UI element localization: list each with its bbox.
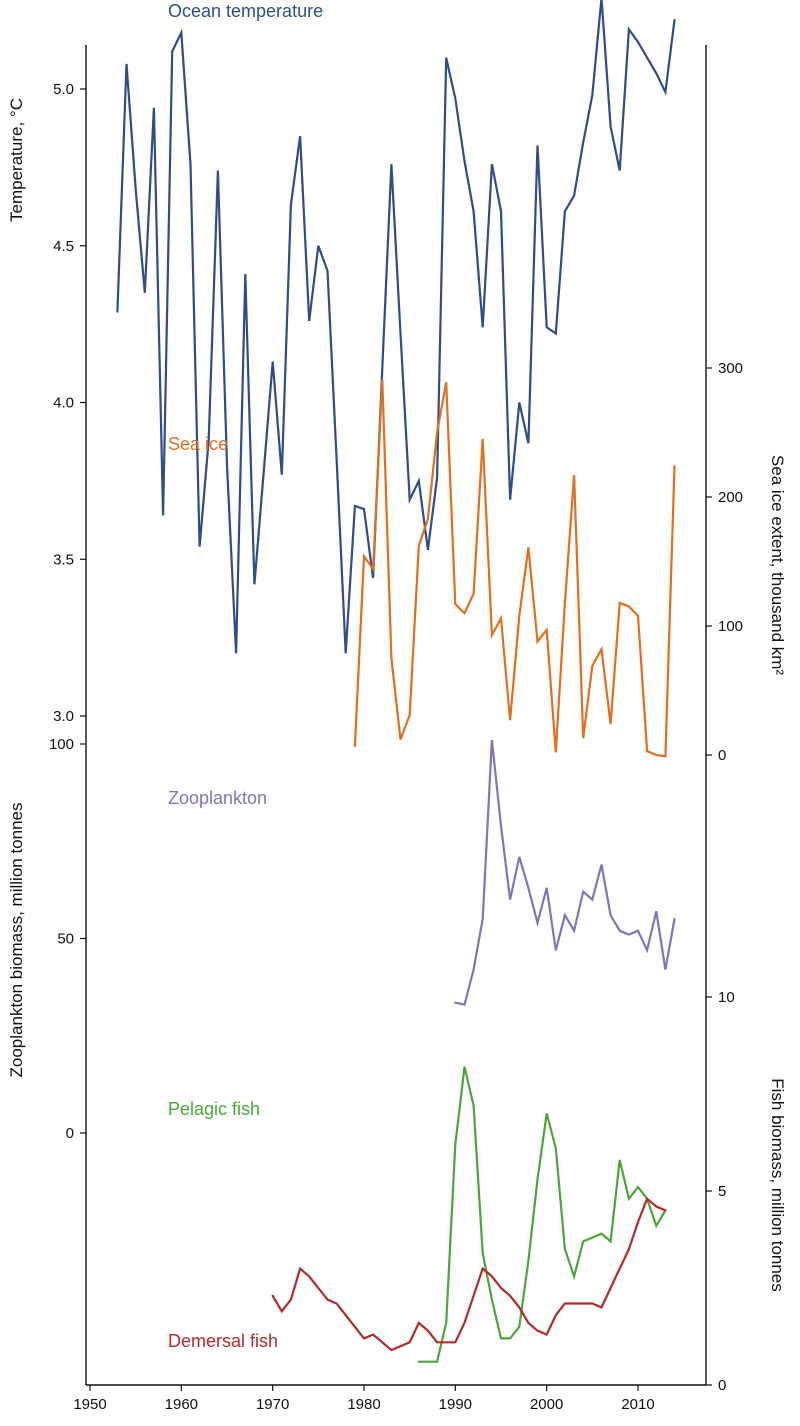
x-tick-label: 1950 [73, 1396, 106, 1413]
fish-y-tick-label: 0 [718, 1377, 726, 1394]
x-tick-label: 2000 [530, 1396, 563, 1413]
zooplankton-y-tick-label: 50 [57, 931, 74, 948]
ocean-temperature-line [116, 0, 676, 654]
temperature-y-tick-label: 5.0 [53, 81, 74, 98]
pelagic-fish-line [417, 1066, 667, 1363]
temperature-axis-title: Temperature, °C [7, 98, 26, 222]
fish-y-tick-label: 5 [718, 1183, 726, 1200]
sea_ice-y-tick-label: 100 [718, 618, 743, 635]
zooplankton-y-tick-label: 0 [66, 1125, 74, 1142]
demersal-fish-line [271, 1196, 667, 1352]
axes-layer: 1950 1960 1970 1980 1990 2000 20105.04.54.03.5… [7, 45, 787, 1413]
x-tick-label: 2010 [621, 1396, 654, 1413]
zooplankton-line [454, 739, 676, 1006]
zooplankton-label: Zooplankton [168, 788, 267, 808]
sea-ice-label: Sea ice [168, 434, 228, 454]
demersal-fish-label: Demersal fish [168, 1331, 278, 1351]
pelagic-fish-label: Pelagic fish [168, 1099, 260, 1119]
fish-axis-title: Fish biomass, million tonnes [768, 1078, 787, 1292]
temperature-y-tick-label: 3.0 [53, 708, 74, 725]
x-tick-label: 1970 [256, 1396, 289, 1413]
fish-y-tick-label: 10 [718, 989, 735, 1006]
temperature-y-tick-label: 3.5 [53, 551, 74, 568]
ocean-temperature-label: Ocean temperature [168, 1, 323, 21]
x-tick-label: 1990 [439, 1396, 472, 1413]
sea_ice-y-tick-label: 0 [718, 747, 726, 764]
zooplankton-y-tick-label: 100 [49, 736, 74, 753]
zooplankton-axis-title: Zooplankton biomass, million tonnes [7, 803, 26, 1078]
sea_ice-axis-title: Sea ice extent, thousand km² [768, 455, 787, 676]
series-layer [116, 0, 676, 1363]
sea_ice-y-tick-label: 300 [718, 360, 743, 377]
temperature-y-tick-label: 4.0 [53, 395, 74, 412]
x-tick-label: 1980 [347, 1396, 380, 1413]
temperature-y-tick-label: 4.5 [53, 238, 74, 255]
sea-ice-line [353, 379, 676, 758]
x-tick-label: 1960 [165, 1396, 198, 1413]
sea_ice-y-tick-label: 200 [718, 489, 743, 506]
labels-layer: Ocean temperature Sea ice Zooplankton Pelag… [168, 1, 323, 1351]
